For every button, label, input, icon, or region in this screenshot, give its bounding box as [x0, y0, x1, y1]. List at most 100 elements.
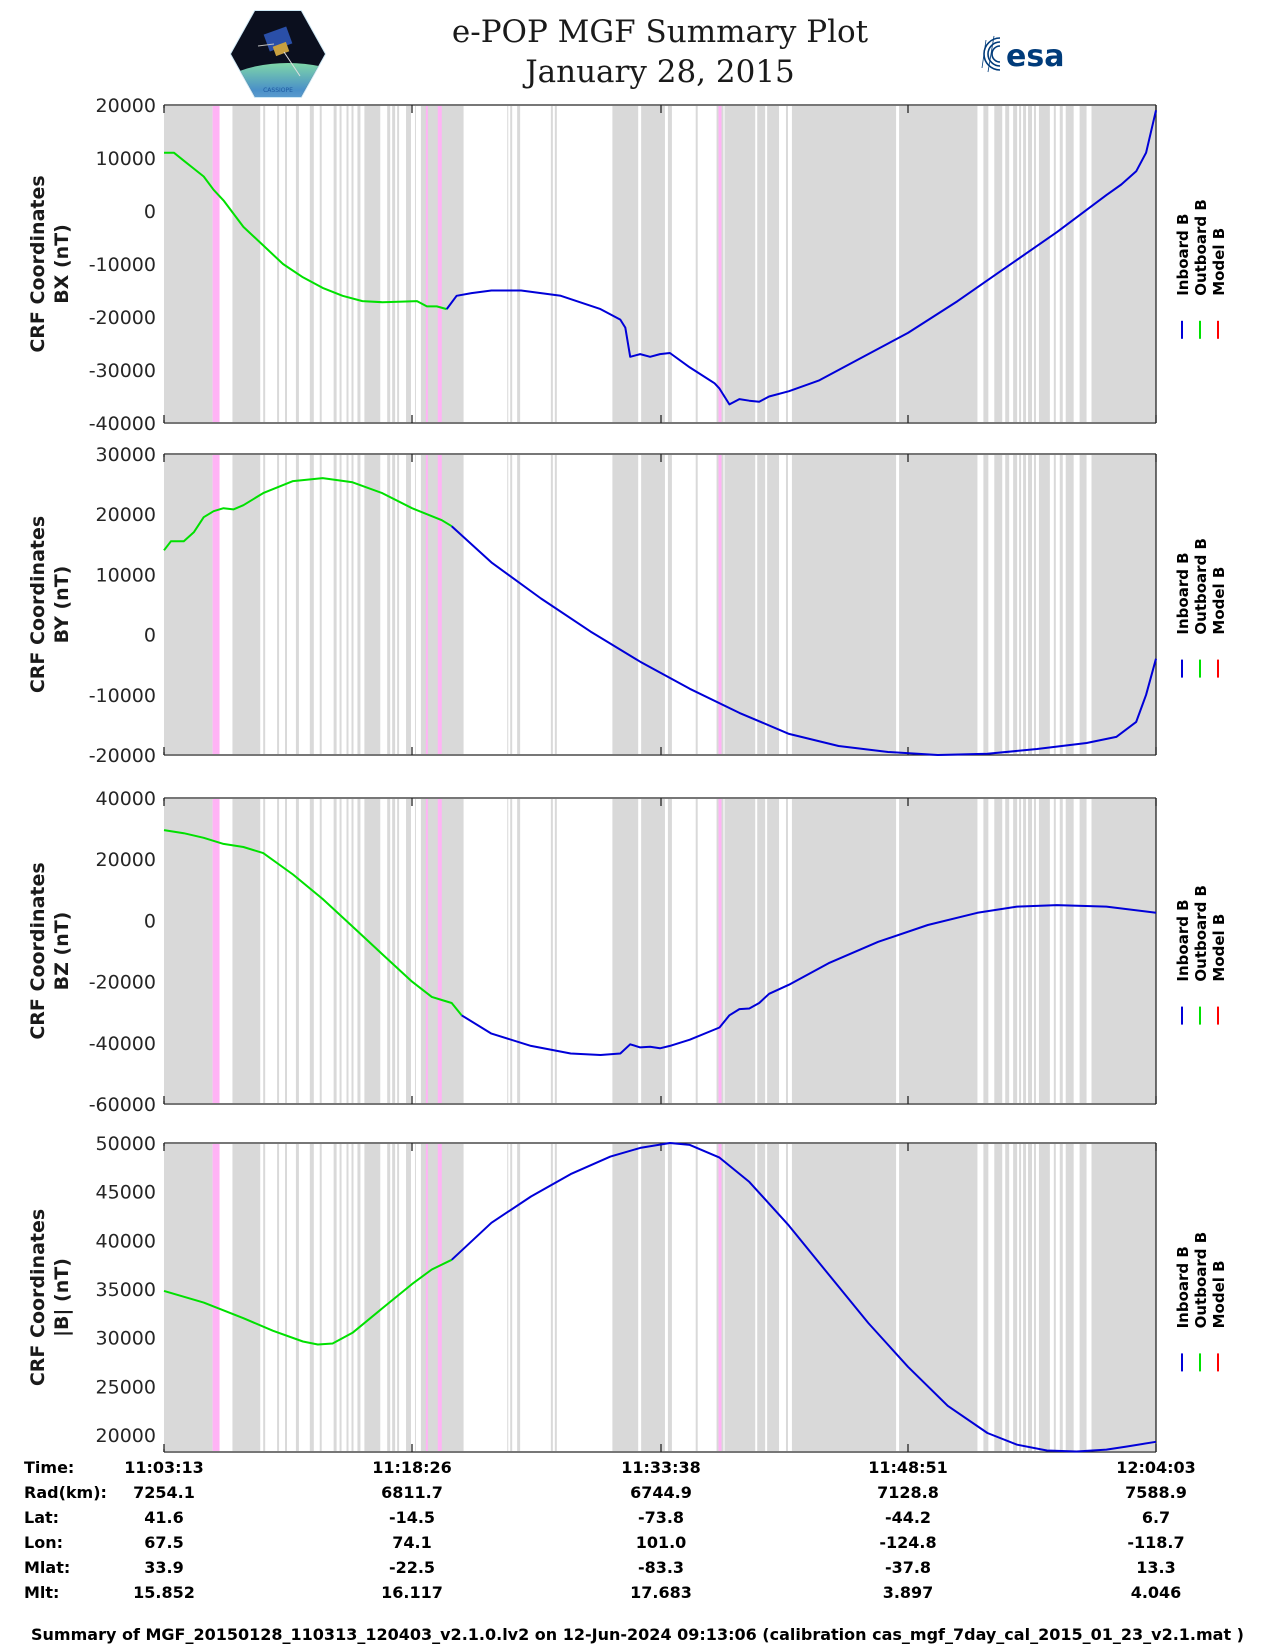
gap-band — [1005, 799, 1010, 1103]
y-axis-label: CRF Coordinates — [27, 862, 49, 1039]
flag-band — [718, 455, 722, 754]
info-value: -44.2 — [884, 1508, 932, 1527]
y-tick-label: 50000 — [96, 1133, 156, 1155]
gap-band — [1033, 106, 1036, 422]
gap-band — [667, 106, 672, 422]
gap-band — [612, 106, 639, 422]
gap-band — [767, 455, 780, 754]
gap-band — [757, 1144, 766, 1451]
flag-band — [437, 799, 442, 1103]
gap-band — [791, 799, 897, 1103]
gap-band — [364, 106, 381, 422]
gap-band — [716, 1144, 719, 1451]
info-value: 7254.1 — [133, 1483, 195, 1502]
flag-band — [212, 106, 220, 422]
gap-band — [1079, 106, 1087, 422]
gap-band — [1065, 799, 1074, 1103]
legend-label: Inboard B — [1174, 899, 1192, 981]
gap-band — [309, 455, 314, 754]
gap-band — [1038, 106, 1050, 422]
gap-band — [414, 1144, 416, 1451]
gap-band — [767, 799, 780, 1103]
gap-band — [364, 455, 381, 754]
series-inboard-b — [451, 1142, 1157, 1453]
y-tick-label: -10000 — [89, 254, 156, 276]
gap-band — [1059, 106, 1063, 422]
gap-band — [554, 799, 557, 1103]
y-axis-unit-label: |B| (nT) — [51, 1258, 73, 1337]
gap-band — [277, 799, 280, 1103]
info-value: 11:18:26 — [372, 1458, 452, 1477]
y-tick-label: -20000 — [89, 745, 156, 767]
gap-band — [1079, 1144, 1087, 1451]
info-row-label: Rad(km): — [24, 1483, 107, 1502]
gap-band — [899, 455, 978, 754]
info-value: 6811.7 — [381, 1483, 443, 1502]
y-tick-label: 40000 — [96, 1230, 156, 1252]
info-value: 11:48:51 — [868, 1458, 948, 1477]
legend-label: Outboard B — [1192, 885, 1210, 982]
gap-band — [695, 455, 698, 754]
series-outboard-b — [163, 1258, 453, 1346]
gap-band — [899, 799, 978, 1103]
gap-band — [1013, 106, 1018, 422]
legend-label: Inboard B — [1174, 1246, 1192, 1328]
gap-band — [757, 106, 766, 422]
gap-band — [1013, 455, 1018, 754]
gap-band — [346, 799, 349, 1103]
gap-band — [387, 799, 391, 1103]
y-tick-label: -60000 — [89, 1094, 156, 1116]
gap-band — [724, 106, 756, 422]
gap-band — [397, 106, 400, 422]
gap-band — [1065, 1144, 1074, 1451]
gap-band — [983, 106, 989, 422]
info-value: 7588.9 — [1125, 1483, 1187, 1502]
gap-band — [785, 455, 788, 754]
gap-band — [357, 799, 361, 1103]
gap-band — [550, 106, 553, 422]
info-value: 15.852 — [133, 1583, 195, 1602]
gap-band — [1053, 455, 1056, 754]
gap-band — [1019, 1144, 1022, 1451]
legend: Inboard B Outboard B Model B — [1174, 199, 1228, 339]
info-value: 12:04:03 — [1116, 1458, 1196, 1477]
gap-band — [420, 455, 464, 754]
gap-band — [1019, 455, 1022, 754]
y-axis-label: CRF Coordinates — [27, 516, 49, 693]
series-outboard-b — [163, 477, 453, 551]
flag-band — [425, 1144, 428, 1451]
gap-band — [285, 799, 288, 1103]
gap-band — [285, 455, 288, 754]
gap-band — [319, 455, 322, 754]
legend-label: Outboard B — [1192, 199, 1210, 296]
y-tick-label: 0 — [144, 910, 156, 932]
gap-band — [309, 106, 314, 422]
gap-band — [164, 106, 213, 422]
gap-band — [232, 455, 261, 754]
gap-band — [414, 106, 416, 422]
gap-band — [983, 455, 989, 754]
gap-band — [554, 1144, 557, 1451]
cassiope-logo-icon: CASSIOPE — [229, 10, 327, 98]
gap-band — [507, 455, 509, 754]
gap-band — [309, 1144, 314, 1451]
gap-band — [510, 106, 513, 422]
gap-band — [757, 455, 766, 754]
gap-band — [232, 106, 261, 422]
gap-band — [285, 106, 288, 422]
y-tick-label: 20000 — [96, 1425, 156, 1447]
gap-band — [667, 799, 672, 1103]
gap-band — [346, 455, 349, 754]
cassiope-logo-caption: CASSIOPE — [263, 87, 293, 94]
info-value: 13.3 — [1136, 1558, 1176, 1577]
gap-band — [983, 1144, 989, 1451]
gap-band — [364, 1144, 381, 1451]
gap-band — [1033, 1144, 1036, 1451]
gap-band — [397, 455, 400, 754]
series-inboard-b — [451, 525, 1157, 756]
gap-band — [641, 1144, 665, 1451]
gap-band — [994, 1144, 1003, 1451]
flag-band — [425, 455, 428, 754]
info-value: 11:33:38 — [621, 1458, 701, 1477]
gap-band — [420, 106, 464, 422]
